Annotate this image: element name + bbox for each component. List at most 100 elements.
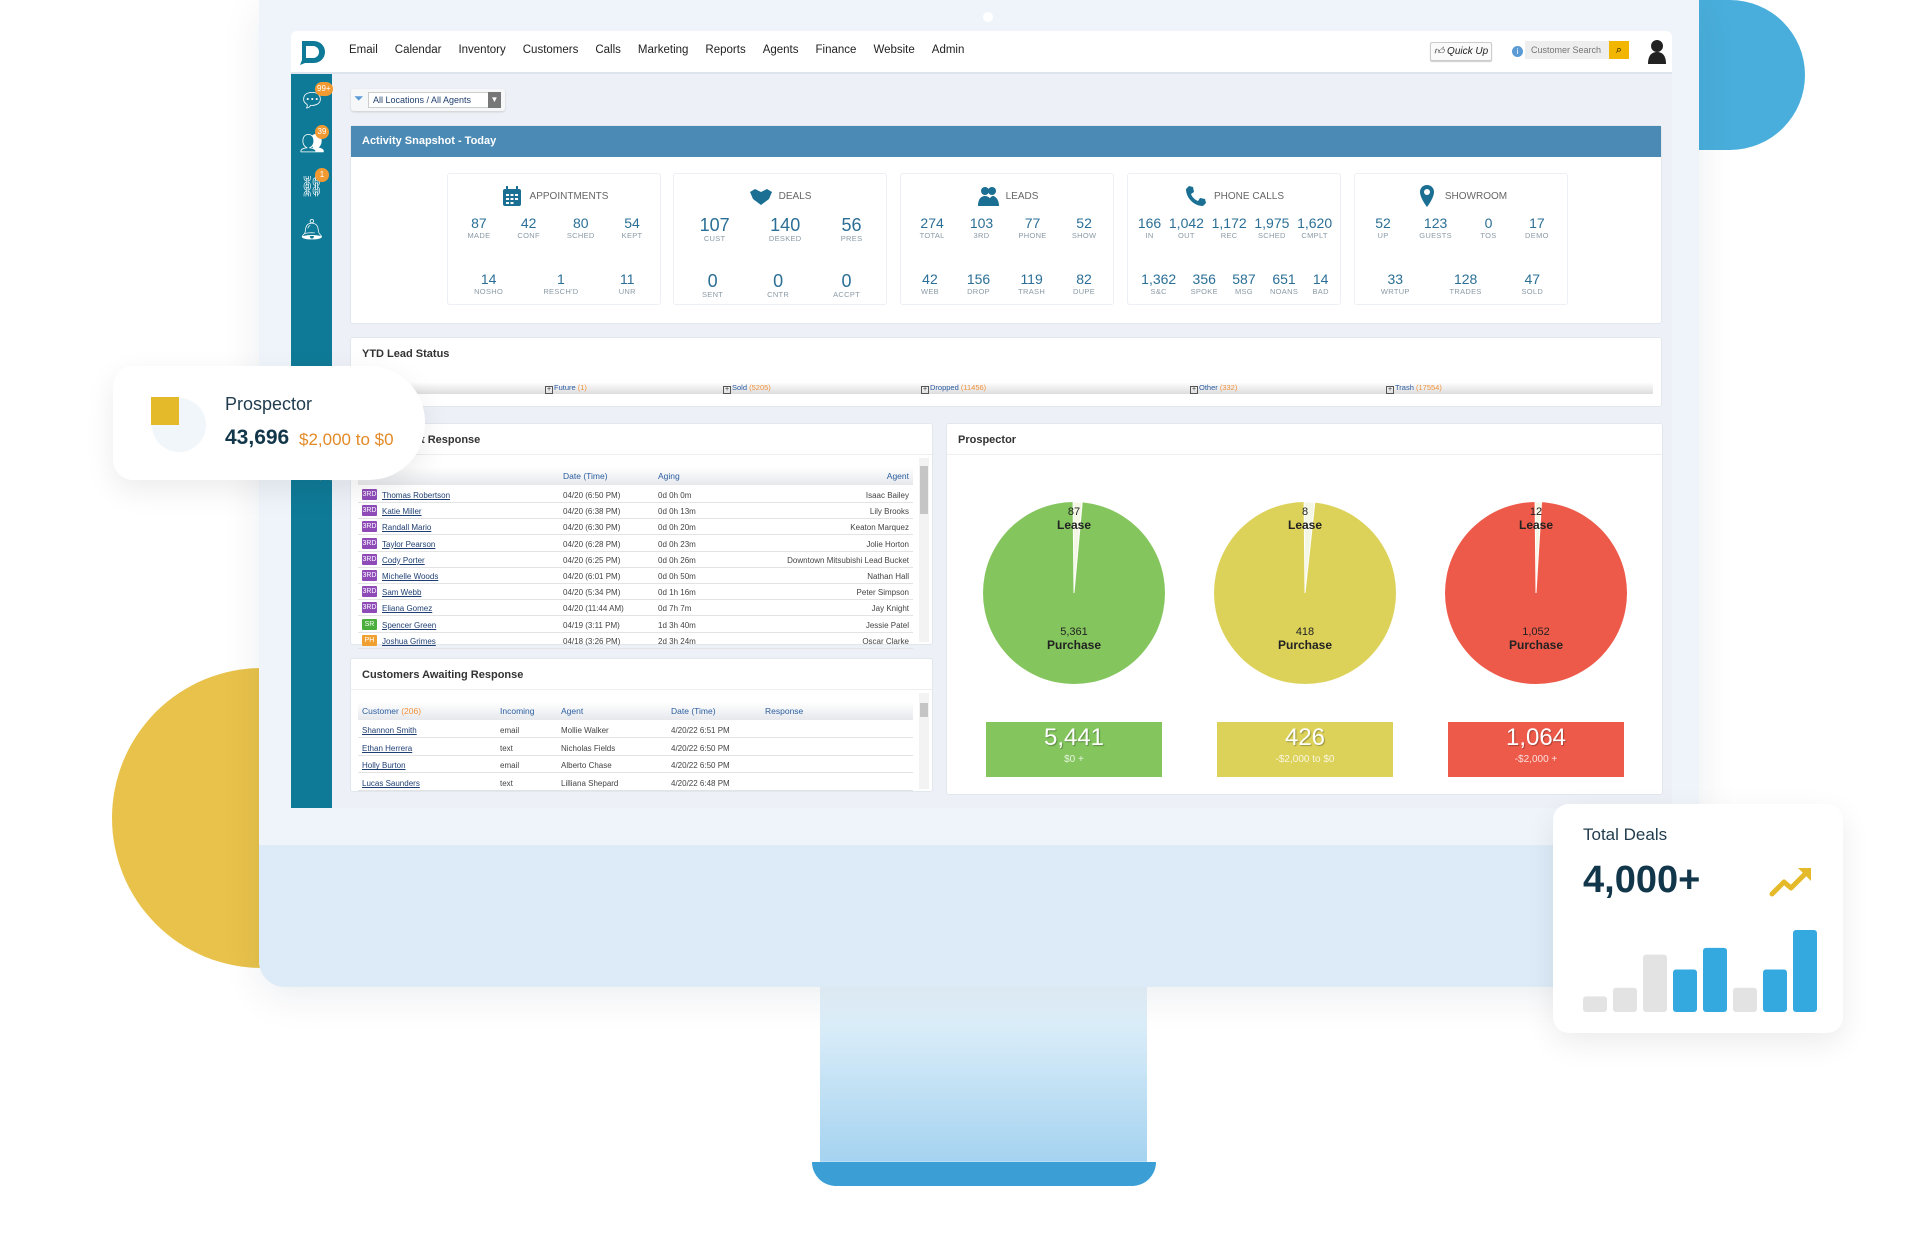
nav-item-customers[interactable]: Customers (522, 44, 579, 56)
stat-resch'd[interactable]: 1 RESCH'D (543, 272, 578, 297)
stat-label: DUPE (1072, 287, 1096, 296)
stat-sched[interactable]: 1,975 SCHED (1254, 216, 1289, 241)
customer-link[interactable]: Katie Miller (382, 507, 422, 517)
stat-cntr[interactable]: 0 CNTR (767, 272, 789, 299)
ytd-status-future[interactable]: + Future (1) (545, 383, 587, 394)
stat-box-header: PHONE CALLS (1128, 184, 1340, 208)
customer-link[interactable]: Thomas Robertson (382, 491, 451, 500)
ytd-status-sold[interactable]: + Sold (5205) (723, 383, 771, 394)
nav-item-calendar[interactable]: Calendar (394, 44, 442, 56)
stat-sold[interactable]: 47 SOLD (1521, 272, 1543, 297)
stat-phone[interactable]: 77 PHONE (1018, 216, 1046, 241)
stat-bad[interactable]: 14 BAD (1312, 272, 1328, 297)
stat-s&c[interactable]: 1,362 S&C (1141, 272, 1176, 297)
customer-link[interactable]: Spencer Green (382, 620, 437, 630)
scrollbar[interactable] (919, 458, 929, 642)
chevron-down-icon[interactable]: ▼ (488, 92, 501, 108)
stat-dupe[interactable]: 82 DUPE (1072, 272, 1096, 297)
stat-accpt[interactable]: 0 ACCPT (833, 272, 860, 299)
ytd-status-other[interactable]: + Other (332) (1190, 383, 1237, 394)
stat-trades[interactable]: 128 TRADES (1450, 272, 1482, 297)
stat-tos[interactable]: 0 TOS (1480, 216, 1496, 241)
nav-item-website[interactable]: Website (873, 44, 915, 56)
nav-item-finance[interactable]: Finance (815, 44, 857, 56)
stat-trash[interactable]: 119 TRASH (1018, 272, 1045, 297)
nav-item-agents[interactable]: Agents (762, 44, 799, 56)
customer-link[interactable]: Holly Burton (362, 761, 406, 771)
customer-link[interactable]: Joshua Grimes (382, 636, 436, 646)
stat-up[interactable]: 52 UP (1375, 216, 1391, 241)
ytd-status-dropped[interactable]: + Dropped (11456) (921, 383, 986, 394)
stat-spoke[interactable]: 356 SPOKE (1191, 272, 1218, 297)
customer-link[interactable]: Randall Mario (382, 523, 432, 533)
nav-item-calls[interactable]: Calls (595, 44, 621, 56)
column-header[interactable]: Agent (561, 706, 584, 716)
column-header[interactable]: Customer (206) (362, 706, 421, 716)
stat-wrtup[interactable]: 33 WRTUP (1381, 272, 1410, 297)
aging-cell: 0d 0h 13m (658, 507, 696, 517)
column-header[interactable]: Incoming (500, 706, 535, 716)
users-icon[interactable]: 👥︎ 39 (299, 125, 329, 157)
stat-demo[interactable]: 17 DEMO (1525, 216, 1549, 241)
customer-link[interactable]: Lucas Saunders (362, 778, 420, 788)
location-filter-select[interactable]: All Locations / All Agents (368, 92, 492, 108)
stat-row: 1,362 S&C 356 SPOKE 587 MSG 651 NOANS 14 BAD (1134, 272, 1336, 297)
stat-out[interactable]: 1,042 OUT (1169, 216, 1204, 241)
stat-in[interactable]: 166 IN (1138, 216, 1161, 241)
stat-unr[interactable]: 11 UNR (619, 272, 636, 297)
column-header[interactable]: Date (Time) (671, 706, 716, 716)
logo-icon[interactable] (297, 39, 327, 65)
stat-conf[interactable]: 42 CONF (517, 216, 539, 241)
scrollbar[interactable] (919, 693, 929, 789)
nav-item-admin[interactable]: Admin (931, 44, 965, 56)
customer-link[interactable]: Shannon Smith (362, 726, 417, 735)
column-header[interactable]: Aging (658, 471, 680, 481)
broken-link-icon[interactable]: ⛓︎ 1 (299, 168, 329, 200)
stat-guests[interactable]: 123 GUESTS (1419, 216, 1452, 241)
stat-3rd[interactable]: 103 3RD (970, 216, 993, 241)
customer-link[interactable]: Taylor Pearson (382, 539, 436, 549)
stat-cust[interactable]: 107 CUST (700, 216, 730, 243)
column-header[interactable]: Date (Time) (563, 471, 608, 481)
column-header-count: (206) (401, 706, 422, 716)
pie-total-box[interactable]: 1,064 -$2,000 + (1448, 722, 1624, 777)
pie-total-box[interactable]: 426 -$2,000 to $0 (1217, 722, 1393, 777)
stat-pres[interactable]: 56 PRES (841, 216, 863, 243)
column-header[interactable]: Response (765, 706, 804, 716)
chat-icon[interactable]: 💬︎ 99+ (299, 82, 333, 114)
stat-noans[interactable]: 651 NOANS (1270, 272, 1298, 297)
stat-label: WEB (920, 287, 939, 296)
customer-link[interactable]: Michelle Woods (382, 572, 439, 581)
info-icon[interactable]: i (1512, 46, 1523, 57)
stat-web[interactable]: 42 WEB (920, 272, 939, 297)
stat-cmplt[interactable]: 1,620 CMPLT (1297, 216, 1332, 241)
quick-up-button[interactable]: 👍︎ Quick Up (1430, 42, 1492, 61)
stat-total[interactable]: 274 TOTAL (920, 216, 945, 241)
customer-link[interactable]: Ethan Herrera (362, 743, 413, 753)
customer-link[interactable]: Sam Webb (382, 588, 422, 598)
search-button[interactable]: ⌕ (1609, 41, 1629, 59)
stat-msg[interactable]: 587 MSG (1232, 272, 1255, 297)
stat-nosho[interactable]: 14 NOSHO (474, 272, 503, 297)
customer-search-input[interactable] (1525, 41, 1609, 59)
stat-sched[interactable]: 80 SCHED (567, 216, 595, 241)
nav-item-email[interactable]: Email (349, 44, 378, 56)
stat-kept[interactable]: 54 KEPT (622, 216, 643, 241)
stat-show[interactable]: 52 SHOW (1072, 216, 1097, 241)
nav-item-reports[interactable]: Reports (705, 44, 746, 56)
stat-made[interactable]: 87 MADE (468, 216, 491, 241)
stat-drop[interactable]: 156 DROP (967, 272, 990, 297)
customer-link[interactable]: Eliana Gomez (382, 604, 433, 614)
customer-link[interactable]: Cody Porter (382, 555, 425, 565)
ytd-status-trash[interactable]: + Trash (17554) (1386, 383, 1442, 394)
bell-icon[interactable]: 🔔︎ (299, 217, 325, 243)
nav-item-inventory[interactable]: Inventory (458, 44, 506, 56)
location-filter[interactable]: ⏷ All Locations / All Agents ▼ (351, 89, 505, 111)
user-avatar-icon[interactable] (1647, 38, 1667, 64)
nav-item-marketing[interactable]: Marketing (637, 44, 689, 56)
stat-sent[interactable]: 0 SENT (702, 272, 723, 299)
pie-total-box[interactable]: 5,441 $0 + (986, 722, 1162, 777)
column-header[interactable]: Agent (886, 471, 909, 481)
stat-rec[interactable]: 1,172 REC (1212, 216, 1247, 241)
stat-desked[interactable]: 140 DESKED (769, 216, 802, 243)
